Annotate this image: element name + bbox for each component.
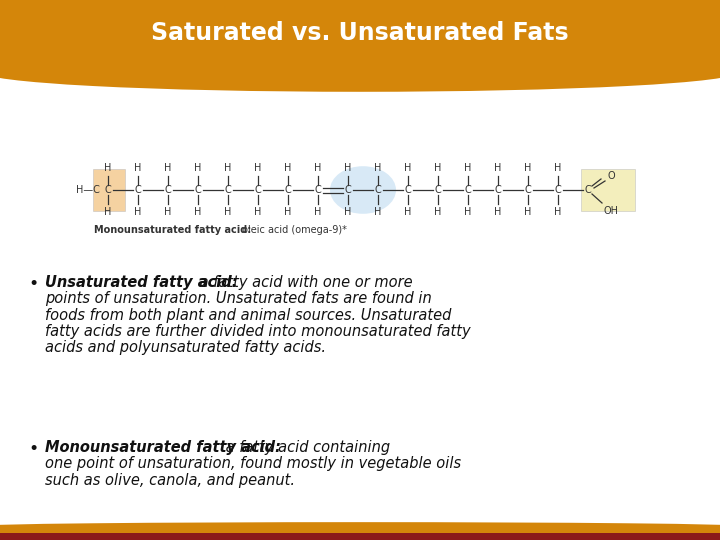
- Text: H: H: [495, 163, 502, 173]
- Text: points of unsaturation. Unsaturated fats are found in: points of unsaturation. Unsaturated fats…: [45, 291, 432, 306]
- Text: H: H: [104, 163, 112, 173]
- Text: C: C: [104, 185, 112, 195]
- Text: H: H: [464, 207, 472, 217]
- Text: H: H: [254, 163, 261, 173]
- Text: H: H: [135, 207, 142, 217]
- Text: H: H: [284, 207, 292, 217]
- Text: C: C: [284, 185, 292, 195]
- Text: H—C: H—C: [76, 185, 100, 195]
- Text: H: H: [344, 163, 351, 173]
- FancyBboxPatch shape: [581, 169, 635, 211]
- Text: fatty acids are further divided into monounsaturated fatty: fatty acids are further divided into mon…: [45, 324, 471, 339]
- Text: H: H: [225, 207, 232, 217]
- Text: H: H: [135, 163, 142, 173]
- Text: C: C: [315, 185, 321, 195]
- Text: a fatty acid with one or more: a fatty acid with one or more: [194, 275, 413, 290]
- Text: C: C: [345, 185, 351, 195]
- Text: OH: OH: [604, 206, 619, 216]
- Text: a fatty acid containing: a fatty acid containing: [221, 440, 390, 455]
- Text: foods from both plant and animal sources. Unsaturated: foods from both plant and animal sources…: [45, 308, 451, 322]
- Text: H: H: [524, 163, 531, 173]
- FancyBboxPatch shape: [0, 526, 720, 533]
- Text: H: H: [315, 163, 322, 173]
- Text: C: C: [255, 185, 261, 195]
- Text: H: H: [434, 163, 441, 173]
- Text: C: C: [135, 185, 141, 195]
- Ellipse shape: [0, 522, 720, 530]
- FancyBboxPatch shape: [93, 169, 125, 211]
- Text: oleic acid (omega-9)*: oleic acid (omega-9)*: [239, 225, 347, 235]
- Text: C: C: [525, 185, 531, 195]
- Text: acids and polyunsaturated fatty acids.: acids and polyunsaturated fatty acids.: [45, 340, 326, 355]
- FancyBboxPatch shape: [0, 533, 720, 540]
- Text: H: H: [434, 207, 441, 217]
- Text: H: H: [374, 207, 382, 217]
- Text: H: H: [194, 207, 202, 217]
- Text: C: C: [165, 185, 171, 195]
- Text: O: O: [608, 171, 616, 181]
- FancyBboxPatch shape: [0, 0, 720, 72]
- Text: one point of unsaturation, found mostly in vegetable oils: one point of unsaturation, found mostly …: [45, 456, 461, 471]
- Text: C: C: [464, 185, 472, 195]
- Text: H: H: [315, 207, 322, 217]
- Text: H: H: [254, 207, 261, 217]
- Text: C: C: [495, 185, 501, 195]
- Text: Saturated vs. Unsaturated Fats: Saturated vs. Unsaturated Fats: [151, 21, 569, 45]
- Text: H: H: [344, 207, 351, 217]
- Text: •: •: [28, 440, 38, 458]
- Text: C: C: [374, 185, 382, 195]
- Text: C: C: [435, 185, 441, 195]
- Text: H: H: [374, 163, 382, 173]
- Text: H: H: [225, 163, 232, 173]
- Text: Monounsaturated fatty acid:: Monounsaturated fatty acid:: [94, 225, 251, 235]
- Text: H: H: [164, 207, 171, 217]
- Text: C: C: [405, 185, 411, 195]
- Text: Monounsaturated fatty acid:: Monounsaturated fatty acid:: [45, 440, 281, 455]
- Text: C: C: [585, 185, 591, 195]
- Text: H: H: [104, 207, 112, 217]
- Text: C: C: [194, 185, 202, 195]
- Text: H: H: [495, 207, 502, 217]
- Text: H: H: [554, 207, 562, 217]
- Text: H: H: [405, 207, 412, 217]
- Text: C: C: [225, 185, 231, 195]
- Text: H: H: [164, 163, 171, 173]
- Text: H: H: [524, 207, 531, 217]
- Text: H: H: [284, 163, 292, 173]
- Text: H: H: [405, 163, 412, 173]
- Text: such as olive, canola, and peanut.: such as olive, canola, and peanut.: [45, 472, 295, 488]
- Text: •: •: [28, 275, 38, 293]
- Text: H: H: [554, 163, 562, 173]
- Text: C: C: [554, 185, 562, 195]
- Ellipse shape: [0, 52, 720, 92]
- Text: H: H: [194, 163, 202, 173]
- Ellipse shape: [330, 166, 396, 214]
- Text: Unsaturated fatty acid:: Unsaturated fatty acid:: [45, 275, 238, 290]
- Text: H: H: [464, 163, 472, 173]
